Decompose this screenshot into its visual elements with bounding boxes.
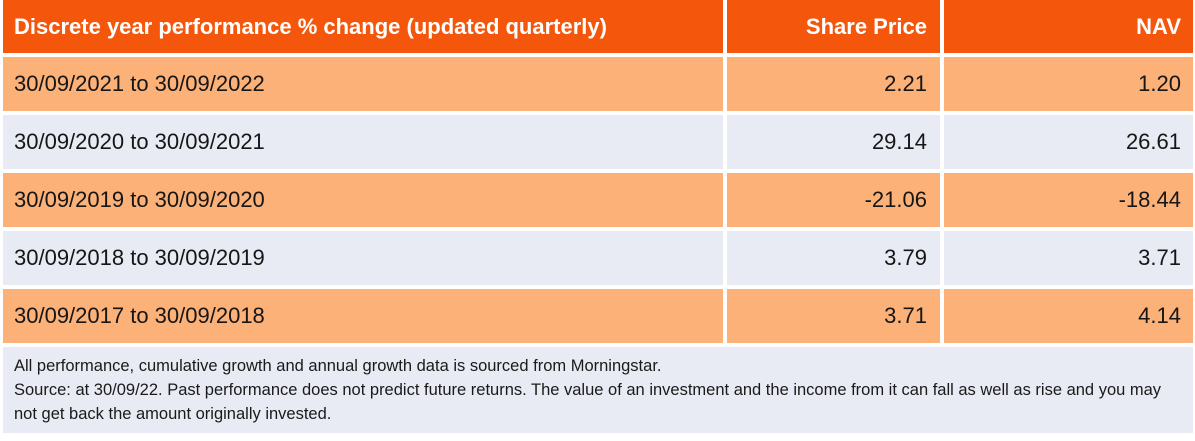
- period-label: 30/09/2018 to 30/09/2019: [3, 231, 723, 285]
- nav-value: -18.44: [944, 173, 1193, 227]
- nav-value: 4.14: [944, 289, 1193, 343]
- footnote-disclaimer-line: Source: at 30/09/22. Past performance do…: [14, 381, 1162, 423]
- table-row: 30/09/2021 to 30/09/2022 2.21 1.20: [3, 57, 1193, 111]
- column-header-nav: NAV: [944, 0, 1193, 53]
- footnote-source-line: All performance, cumulative growth and a…: [14, 357, 662, 375]
- period-label: 30/09/2017 to 30/09/2018: [3, 289, 723, 343]
- table-row: 30/09/2019 to 30/09/2020 -21.06 -18.44: [3, 173, 1193, 227]
- footnote: All performance, cumulative growth and a…: [3, 347, 1193, 433]
- period-label: 30/09/2020 to 30/09/2021: [3, 115, 723, 169]
- period-label: 30/09/2019 to 30/09/2020: [3, 173, 723, 227]
- share-price-value: 3.71: [727, 289, 940, 343]
- discrete-performance-table: Discrete year performance % change (upda…: [3, 0, 1193, 343]
- table-title: Discrete year performance % change (upda…: [3, 0, 723, 53]
- share-price-value: 29.14: [727, 115, 940, 169]
- share-price-value: -21.06: [727, 173, 940, 227]
- table-row: 30/09/2020 to 30/09/2021 29.14 26.61: [3, 115, 1193, 169]
- share-price-value: 3.79: [727, 231, 940, 285]
- column-header-share-price: Share Price: [727, 0, 940, 53]
- share-price-value: 2.21: [727, 57, 940, 111]
- nav-value: 3.71: [944, 231, 1193, 285]
- table-row: 30/09/2017 to 30/09/2018 3.71 4.14: [3, 289, 1193, 343]
- table-header-row: Discrete year performance % change (upda…: [3, 0, 1193, 53]
- nav-value: 26.61: [944, 115, 1193, 169]
- table-row: 30/09/2018 to 30/09/2019 3.79 3.71: [3, 231, 1193, 285]
- nav-value: 1.20: [944, 57, 1193, 111]
- period-label: 30/09/2021 to 30/09/2022: [3, 57, 723, 111]
